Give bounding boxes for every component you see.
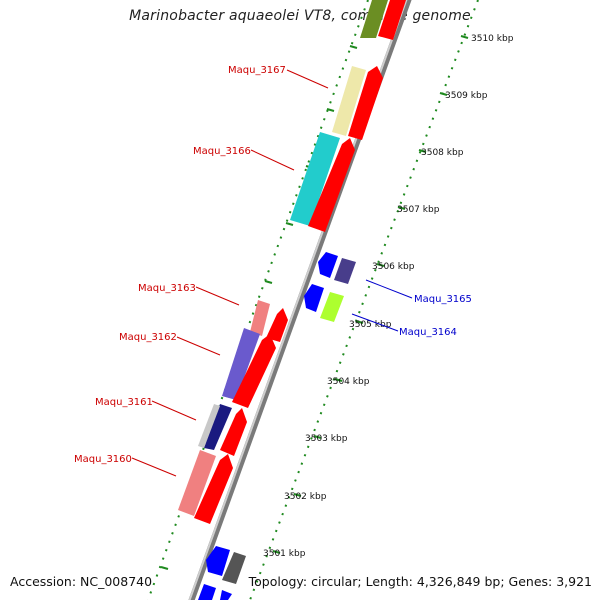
cds-arrow-bottom-grey [222,552,246,584]
cog-bar-cyan [290,132,340,226]
cds-arrow-bottom-blue-3 [220,590,232,600]
cog-bars [178,0,388,516]
cds-arrow-3161 [220,408,247,456]
cds-arrow-3163 [266,308,288,342]
cds-arrow-top [378,0,406,40]
accession-label: Accession: NC_008740 [10,574,153,589]
scale-label-3510: 3510 kbp [471,34,514,44]
reverse-cds-track [198,252,356,600]
cds-arrow-3164-green [320,292,344,322]
cog-bar-pink-3163 [250,300,270,336]
forward-cds-track [194,0,406,524]
cds-arrow-3164-blue [304,284,324,312]
scale-label-3508: 3508 kbp [421,148,464,158]
scale-label-3505: 3505 kbp [349,320,392,330]
cds-arrow-3160 [194,454,233,524]
cds-arrow-3162 [232,334,276,408]
gene-label-maqu-3161: Maqu_3161 [95,397,153,408]
scale-label-3501: 3501 kbp [263,549,306,559]
cog-bar-salmon-3160 [178,450,216,516]
gene-label-maqu-3162: Maqu_3162 [119,332,177,343]
cog-bar-grey-3161 [198,404,220,448]
scale-ticks [272,35,469,554]
gene-label-maqu-3166: Maqu_3166 [193,146,251,157]
scale-label-3503: 3503 kbp [305,434,348,444]
cds-arrow-3167 [348,66,383,140]
cds-arrow-3165-purple [334,258,356,284]
scale-label-3509: 3509 kbp [445,91,488,101]
cds-arrow-bottom-blue [206,546,230,576]
label-leaders [131,69,413,477]
cog-bar-olive [360,0,388,38]
gene-label-maqu-3160: Maqu_3160 [74,454,132,465]
scale-label-3502: 3502 kbp [284,492,327,502]
gene-label-maqu-3165: Maqu_3165 [414,294,472,305]
cds-arrow-3166 [308,138,355,232]
cog-bar-pale-yellow [332,66,366,136]
scale-label-3507: 3507 kbp [397,205,440,215]
scale-label-3506: 3506 kbp [372,262,415,272]
cds-arrow-3165-blue [318,252,338,278]
cog-bar-navy-3161 [204,404,232,450]
scale-label-3504: 3504 kbp [327,377,370,387]
genome-summary: Topology: circular; Length: 4,326,849 bp… [248,574,592,589]
gene-label-maqu-3164: Maqu_3164 [399,327,457,338]
gene-label-maqu-3163: Maqu_3163 [138,283,196,294]
gene-label-maqu-3167: Maqu_3167 [228,65,286,76]
cds-arrow-bottom-blue-2 [198,584,216,600]
cog-bar-slateblue-3162 [222,328,260,400]
